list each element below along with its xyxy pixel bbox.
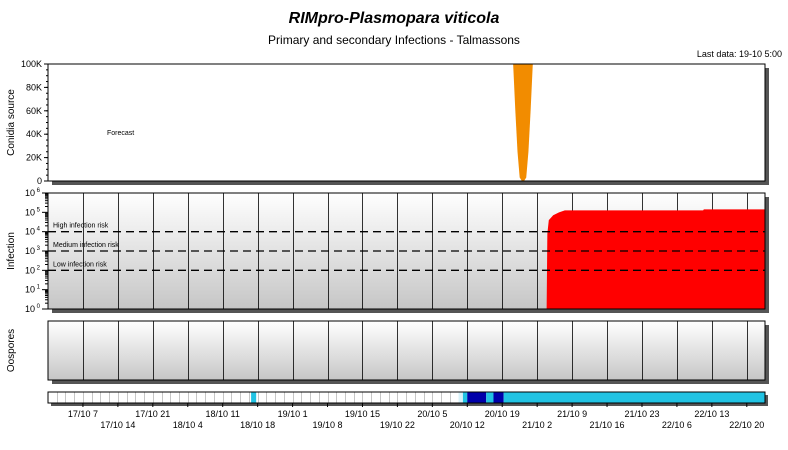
y-tick-label: 80K: [26, 82, 42, 92]
x-tick-label: 19/10 1: [278, 409, 308, 419]
timeline-band: [503, 392, 765, 403]
x-tick-label: 21/10 23: [624, 409, 659, 419]
x-tick-label: 22/10 20: [729, 420, 764, 430]
x-tick-label: 19/10 8: [313, 420, 343, 430]
y-tick-label: 10 4: [25, 227, 41, 237]
x-tick-label: 18/10 4: [173, 420, 203, 430]
forecast-label: Forecast: [107, 130, 134, 137]
timeline-band: [467, 392, 487, 403]
panel-frame-2: [47, 320, 766, 381]
x-tick-label: 19/10 15: [345, 409, 380, 419]
risk-threshold-label: Low infection risk: [53, 261, 107, 268]
x-tick-label: 18/10 11: [206, 409, 240, 419]
x-tick-label: 18/10 18: [240, 420, 275, 430]
y-tick-label: 40K: [26, 129, 42, 139]
timeline-band: [493, 392, 504, 403]
x-tick-label: 21/10 2: [522, 420, 552, 430]
conidia-area: [513, 64, 533, 181]
y-axis-label: Oospores: [6, 329, 17, 372]
last-data-label: Last data: 19-10 5:00: [696, 49, 782, 59]
y-tick-label: 100K: [21, 59, 42, 69]
x-tick-label: 17/10 21: [135, 409, 170, 419]
x-tick-label: 17/10 7: [68, 409, 98, 419]
timeline-band: [462, 392, 468, 403]
x-tick-label: 22/10 6: [662, 420, 692, 430]
chart-title: RIMpro-Plasmopara viticola: [288, 10, 500, 27]
x-tick-label: 17/10 14: [100, 420, 135, 430]
risk-threshold-label: High infection risk: [53, 223, 109, 230]
timeline-band: [458, 392, 463, 403]
timeline-band: [251, 392, 257, 403]
y-tick-label: 60K: [26, 106, 42, 116]
y-tick-label: 10 2: [25, 265, 41, 275]
risk-threshold-label: Medium infection risk: [53, 242, 119, 249]
timeline-frame: [47, 391, 766, 404]
x-tick-label: 22/10 13: [694, 409, 729, 419]
y-tick-label: 10 5: [25, 207, 41, 217]
x-tick-label: 21/10 16: [590, 420, 625, 430]
panel-background-2: [48, 321, 765, 380]
y-tick-label: 0: [37, 176, 42, 186]
infection-area: [546, 209, 765, 309]
y-tick-label: 10 3: [25, 246, 41, 256]
x-tick-label: 21/10 9: [557, 409, 587, 419]
x-tick-label: 20/10 5: [417, 409, 447, 419]
timeline-band: [486, 392, 494, 403]
y-tick-label: 10 6: [25, 188, 41, 198]
x-tick-label: 19/10 22: [380, 420, 415, 430]
y-axis-label: Infection: [6, 232, 17, 270]
chart-subtitle: Primary and secondary Infections - Talma…: [268, 33, 520, 47]
x-tick-label: 20/10 12: [450, 420, 485, 430]
timeline-background: [48, 392, 765, 403]
y-tick-label: 10 1: [25, 285, 41, 295]
y-axis-label: Conidia source: [6, 89, 17, 156]
panel-background-0: [48, 64, 765, 181]
x-tick-label: 20/10 19: [485, 409, 520, 419]
y-tick-label: 20K: [26, 153, 42, 163]
y-tick-label: 10 0: [25, 304, 41, 314]
